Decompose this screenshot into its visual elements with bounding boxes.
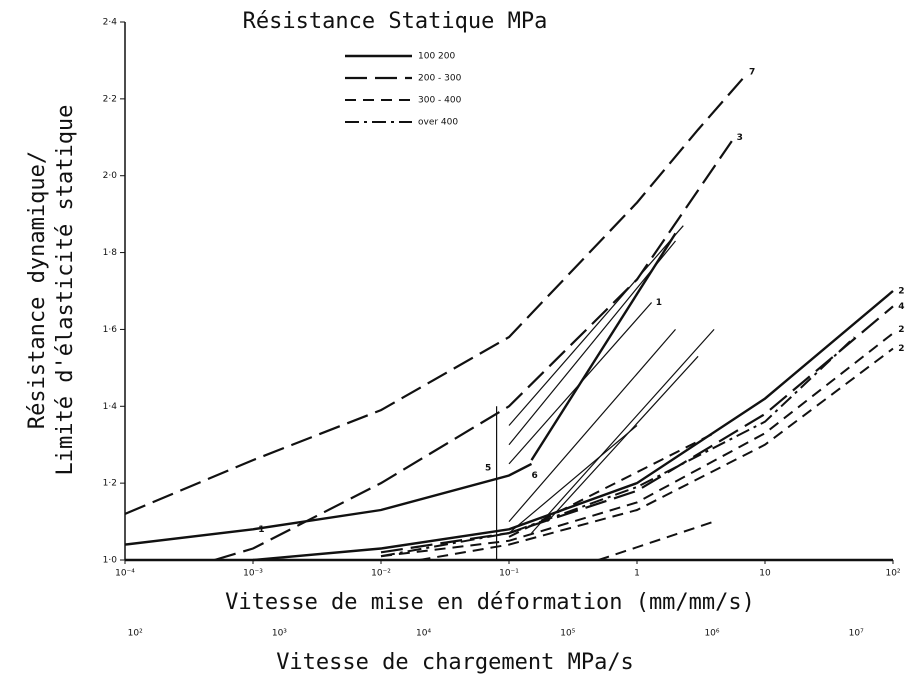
curve [380, 336, 856, 558]
curve-label: 2 [898, 287, 904, 297]
x-tick-label: 10 [759, 569, 771, 579]
curve-label: 1 [656, 298, 662, 308]
curve [124, 75, 747, 515]
curve [124, 462, 533, 546]
curve-label: 4 [898, 302, 904, 312]
x-tick-label: 1 [634, 569, 640, 579]
y-tick-label: 1·8 [103, 248, 118, 258]
x2-axis-label: Vitesse de chargement MPa/s [276, 650, 634, 675]
x-tick-label: 10⁻³ [243, 569, 263, 579]
curve-label: 6 [532, 471, 538, 481]
x2-tick-label: 10⁵ [560, 629, 575, 639]
x2-tick-label: 10⁷ [849, 629, 864, 639]
x2-tick-label: 10⁶ [704, 629, 719, 639]
x-tick-label: 10⁻¹ [499, 569, 519, 579]
curve [508, 302, 653, 465]
curve [252, 290, 894, 562]
curve [508, 425, 638, 534]
x-tick-label: 10⁻⁴ [115, 569, 135, 579]
legend-label: 200 - 300 [418, 74, 462, 84]
x2-tick-label: 10² [128, 629, 143, 639]
x2-tick-label: 10⁴ [416, 629, 431, 639]
y-tick-label: 2·2 [103, 94, 117, 104]
curve [380, 305, 894, 554]
chart-title: Résistance Statique MPa [243, 9, 548, 34]
x-axis-label: Vitesse de mise en déformation (mm/mm/s) [225, 590, 755, 615]
curve [530, 232, 677, 461]
y-axis-label: Résistance dynamique/ [25, 151, 50, 429]
curve-label: 3 [737, 133, 743, 143]
curve [508, 329, 676, 522]
curve [214, 140, 733, 562]
curve [508, 432, 715, 538]
curve-label: 5 [485, 463, 491, 473]
curve [508, 225, 684, 426]
y-tick-label: 2·4 [103, 18, 118, 28]
curve [547, 355, 699, 523]
curve [380, 332, 894, 558]
curve-label: 2 [898, 325, 904, 335]
y-tick-label: 1·2 [103, 479, 117, 489]
y-tick-label: 1·6 [103, 325, 118, 335]
legend-label: 300 - 400 [418, 96, 462, 106]
x2-tick-label: 10³ [272, 629, 287, 639]
y-tick-label: 1·0 [103, 556, 118, 566]
curve [598, 520, 715, 561]
y-axis-label: Limité d'élasticité statique [53, 105, 78, 476]
y-tick-label: 1·4 [103, 402, 118, 412]
x-tick-label: 10⁻² [371, 569, 391, 579]
legend-label: 100 200 [418, 52, 455, 62]
curve-label: 7 [749, 67, 755, 77]
curve-label: 2 [898, 344, 904, 354]
curve [419, 347, 894, 561]
curve-label: 1 [258, 525, 264, 535]
curve [531, 328, 715, 534]
x-tick-label: 10² [885, 569, 900, 579]
legend-label: over 400 [418, 118, 458, 128]
y-tick-label: 2·0 [103, 171, 118, 181]
